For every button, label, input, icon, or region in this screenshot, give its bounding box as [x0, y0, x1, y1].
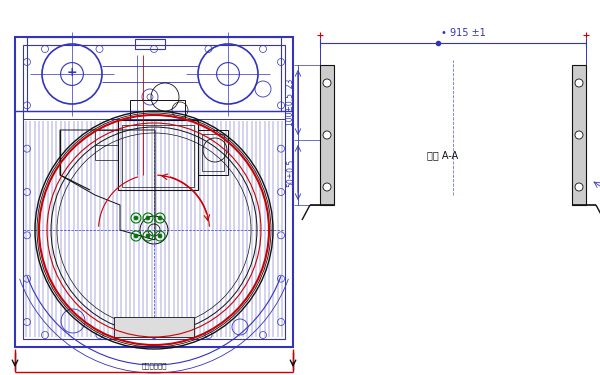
- Text: • 915 ±1: • 915 ±1: [441, 28, 486, 38]
- Bar: [130, 100, 185, 120]
- Circle shape: [134, 216, 138, 220]
- Circle shape: [158, 216, 162, 220]
- Circle shape: [575, 79, 583, 87]
- Text: 发动机中心线: 发动机中心线: [141, 363, 167, 369]
- Bar: [114, 317, 194, 337]
- Circle shape: [146, 234, 150, 238]
- Text: 100±0.5  23: 100±0.5 23: [286, 79, 295, 126]
- Circle shape: [323, 183, 331, 191]
- Bar: [202, 134, 224, 171]
- Bar: [27, 37, 281, 111]
- Bar: [23, 45, 285, 339]
- Bar: [122, 125, 194, 187]
- Bar: [320, 65, 334, 205]
- Circle shape: [575, 131, 583, 139]
- Circle shape: [158, 234, 162, 238]
- Circle shape: [575, 183, 583, 191]
- Bar: [198, 130, 228, 175]
- Text: +: +: [67, 66, 77, 80]
- Circle shape: [134, 234, 138, 238]
- Bar: [118, 120, 198, 190]
- Circle shape: [323, 131, 331, 139]
- Bar: [572, 65, 586, 205]
- Text: 剪面 A-A: 剪面 A-A: [427, 150, 458, 160]
- Text: 50±0.5: 50±0.5: [286, 158, 295, 187]
- Circle shape: [323, 79, 331, 87]
- Circle shape: [146, 216, 150, 220]
- Bar: [15, 37, 293, 347]
- Bar: [135, 39, 165, 49]
